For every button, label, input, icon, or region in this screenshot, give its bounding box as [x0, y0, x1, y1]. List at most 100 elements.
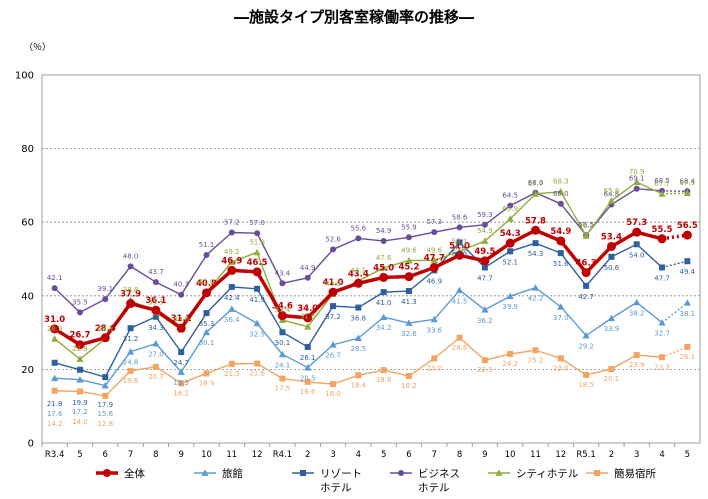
data-label: 67.7	[654, 180, 670, 188]
data-point	[658, 319, 666, 326]
data-point	[228, 360, 235, 367]
data-point	[607, 314, 616, 322]
data-label: 55.5	[652, 225, 673, 235]
x-tick-label: 5	[77, 450, 82, 460]
data-point	[102, 296, 109, 303]
data-label: 28.3	[97, 325, 113, 333]
data-label: 20.5	[300, 375, 316, 383]
data-label: 39.9	[502, 303, 518, 311]
data-label: 67.7	[528, 180, 544, 188]
series-line	[54, 188, 663, 314]
data-label: 68.4	[680, 177, 696, 185]
data-point	[380, 264, 388, 271]
data-label: 53.4	[601, 232, 622, 242]
x-tick-label: 6	[406, 450, 411, 460]
data-label: 42.2	[528, 295, 544, 303]
data-point	[481, 357, 488, 364]
data-label: 54.9	[477, 227, 493, 235]
data-point	[658, 190, 666, 197]
data-label: 14.2	[47, 420, 63, 428]
legend-label: ホテル	[320, 482, 352, 494]
data-label: 47.7	[654, 274, 670, 282]
legend-label: 簡易宿所	[614, 467, 656, 480]
data-label: 37.0	[553, 314, 569, 322]
data-label: 19.6	[123, 377, 139, 385]
data-point	[405, 234, 412, 241]
data-point	[582, 232, 590, 239]
data-label: 28.6	[95, 324, 116, 334]
data-point	[279, 375, 286, 382]
data-label: 42.4	[224, 294, 240, 302]
data-label: 20.1	[604, 375, 620, 383]
data-label: 49.2	[224, 248, 240, 256]
data-label: 55.6	[351, 224, 367, 232]
data-point	[404, 272, 414, 282]
data-label: 49.5	[474, 247, 495, 257]
data-point	[581, 268, 591, 278]
data-point	[279, 329, 286, 336]
y-axis-unit-label: （％）	[24, 43, 52, 53]
data-label: 58.6	[452, 213, 468, 221]
data-label: 50.6	[604, 264, 620, 272]
data-label: 22.5	[477, 366, 493, 374]
data-point	[456, 224, 463, 231]
data-label: 45.2	[398, 263, 419, 273]
x-tick-label: 6	[103, 450, 108, 460]
data-point	[557, 303, 565, 310]
data-label: 39.1	[97, 285, 113, 293]
legend-marker	[398, 470, 404, 476]
x-tick-label: 12	[555, 450, 566, 460]
data-point	[228, 258, 236, 265]
data-point	[102, 392, 109, 399]
data-label: 52.1	[452, 237, 468, 245]
data-label: 41.0	[199, 278, 215, 286]
data-point	[684, 258, 691, 265]
data-label: 54.5	[452, 249, 468, 257]
data-label: 54.9	[376, 227, 392, 235]
data-point	[507, 202, 514, 209]
data-point	[51, 374, 59, 382]
data-label: 27.0	[148, 351, 164, 359]
y-tick-label: 40	[21, 291, 34, 302]
data-point	[633, 352, 640, 359]
data-point	[151, 305, 161, 315]
data-point	[254, 360, 261, 367]
data-label: 34.2	[376, 324, 392, 332]
x-tick-label: 7	[432, 450, 437, 460]
data-point	[632, 227, 642, 237]
data-point	[51, 285, 58, 292]
data-point	[405, 288, 412, 295]
data-point	[278, 350, 287, 358]
data-label: 28.3	[47, 325, 63, 333]
data-label: 34.3	[148, 324, 164, 332]
data-point	[330, 303, 337, 310]
data-point	[202, 288, 211, 298]
data-label: 68.5	[654, 177, 670, 185]
data-label: 65.8	[604, 187, 620, 195]
data-label: 52.1	[502, 258, 518, 266]
data-point	[328, 287, 338, 297]
data-point	[507, 248, 514, 255]
data-label: 41.3	[401, 298, 417, 306]
x-tick-label: R4.1	[273, 450, 292, 460]
data-point	[152, 313, 159, 320]
data-point	[304, 323, 312, 330]
data-point	[455, 286, 464, 294]
data-point	[582, 331, 590, 339]
data-point	[379, 272, 389, 282]
data-label: 47.7	[477, 274, 493, 282]
data-label: 37.9	[120, 290, 141, 300]
data-label: 38.1	[680, 310, 696, 318]
data-point	[127, 325, 134, 332]
data-label: 30.1	[199, 339, 215, 347]
data-label: 56.3	[578, 222, 594, 230]
data-label: 18.2	[401, 382, 417, 390]
x-tick-label: 8	[457, 450, 462, 460]
data-point	[481, 264, 488, 271]
data-point	[100, 333, 110, 343]
series-line-dotted	[661, 260, 688, 269]
data-label: 56.5	[578, 221, 594, 229]
data-label: 14.0	[72, 418, 88, 426]
data-label: 42.7	[578, 293, 594, 301]
data-label: 19.9	[72, 399, 88, 407]
